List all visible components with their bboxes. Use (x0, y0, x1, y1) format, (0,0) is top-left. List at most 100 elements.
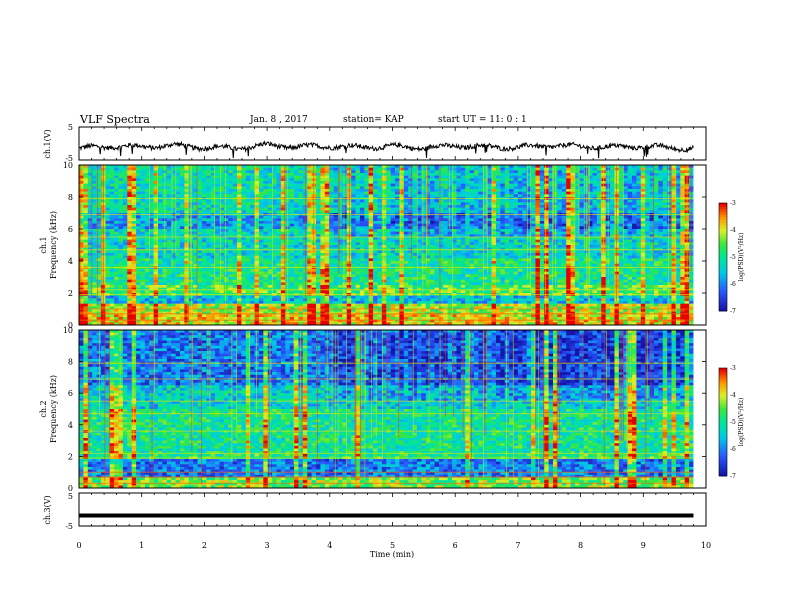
spectrogram-cell (140, 237, 145, 240)
spectrogram-cell (250, 168, 255, 171)
spectrogram-cell (259, 224, 264, 227)
spectrogram-cell (360, 205, 365, 208)
spectrogram-cell (623, 208, 628, 211)
spectrogram-cell (382, 245, 387, 248)
spectrogram-cell (557, 176, 562, 179)
spectrogram-cell (356, 186, 361, 189)
spectrogram-cell (259, 168, 264, 171)
spectrogram-cell (509, 170, 514, 173)
spectrogram-cell (522, 242, 527, 245)
spectrogram-cell (320, 194, 325, 197)
spectrogram-cell (132, 240, 137, 243)
spectrogram-cell (167, 250, 172, 253)
spectrogram-cell (119, 184, 124, 187)
spectrogram-cell (421, 192, 426, 195)
spectrogram-cell (206, 181, 211, 184)
spectrogram-cell (250, 242, 255, 245)
spectrogram-cell (588, 170, 593, 173)
spectrogram-cell (478, 184, 483, 187)
spectrogram-cell (610, 176, 615, 179)
spectrogram-cell (680, 208, 685, 211)
spectrogram-cell (465, 242, 470, 245)
spectrogram-cell (500, 184, 505, 187)
spectrogram-cell (189, 229, 194, 232)
spectrogram-cell (184, 210, 189, 213)
spectrogram-cell (145, 178, 150, 181)
spectrogram-cell (641, 186, 646, 189)
spectrogram-cell (110, 200, 115, 203)
spectrogram-cell (119, 232, 124, 235)
spectrogram-cell (505, 221, 510, 224)
spectrogram-cell (268, 178, 273, 181)
spectrogram-cell (461, 200, 466, 203)
spectrogram-cell (184, 205, 189, 208)
spectrogram-cell (334, 176, 339, 179)
spectrogram-cell (391, 189, 396, 192)
spectrogram-cell (535, 184, 540, 187)
spectrogram-cell (628, 170, 633, 173)
spectrogram-cell (522, 184, 527, 187)
spectrogram-cell (636, 240, 641, 243)
spectrogram-cell (395, 210, 400, 213)
spectrogram-cell (180, 245, 185, 248)
spectrogram-cell (619, 218, 624, 221)
spectrogram-cell (522, 181, 527, 184)
spectrogram-cell (329, 194, 334, 197)
spectrogram-cell (250, 176, 255, 179)
spectrogram-cell (540, 242, 545, 245)
spectrogram-cell (461, 202, 466, 205)
spectrogram-cell (593, 242, 598, 245)
spectrogram-cell (277, 202, 282, 205)
spectrogram-cell (215, 232, 220, 235)
spectrogram-cell (360, 245, 365, 248)
spectrogram-cell (250, 205, 255, 208)
spectrogram-cell (557, 181, 562, 184)
spectrogram-cell (360, 218, 365, 221)
spectrogram-cell (514, 205, 519, 208)
spectrogram-cell (487, 240, 492, 243)
spectrogram-cell (430, 240, 435, 243)
spectrogram-cell (641, 178, 646, 181)
spectrogram-cell (272, 181, 277, 184)
spectrogram-cell (215, 250, 220, 253)
spectrogram-cell (215, 208, 220, 211)
spectrogram-cell (377, 200, 382, 203)
spectrogram-cell (641, 242, 646, 245)
spectrogram-cell (408, 181, 413, 184)
spectrogram-cell (540, 226, 545, 229)
spectrogram-cell (83, 224, 88, 227)
spectrogram-cell (487, 181, 492, 184)
spectrogram-cell (465, 218, 470, 221)
spectrogram-cell (386, 200, 391, 203)
spectrogram-cell (233, 205, 238, 208)
spectrogram-cell (92, 176, 97, 179)
spectrogram-cell (123, 186, 128, 189)
spectrogram-cell (241, 202, 246, 205)
spectrogram-cell (184, 208, 189, 211)
spectrogram-cell (496, 200, 501, 203)
spectrogram-cell (544, 173, 549, 176)
spectrogram-cell (663, 224, 668, 227)
spectrogram-cell (522, 240, 527, 243)
spectrogram-cell (654, 184, 659, 187)
spectrogram-cell (184, 250, 189, 253)
spectrogram-cell (298, 205, 303, 208)
spectrogram-cell (123, 210, 128, 213)
spectrogram-cell (566, 232, 571, 235)
spectrogram-cell (588, 189, 593, 192)
spectrogram-cell (119, 237, 124, 240)
spectrogram-cell (628, 226, 633, 229)
spectrogram-cell (356, 192, 361, 195)
spectrogram-cell (149, 226, 154, 229)
spectrogram-cell (351, 250, 356, 253)
spectrogram-cell (531, 194, 536, 197)
spectrogram-cell (351, 192, 356, 195)
spectrogram-cell (500, 170, 505, 173)
spectrogram-cell (623, 186, 628, 189)
ch2-spec-ylabel: ch.2 (39, 400, 48, 417)
spectrogram-cell (334, 205, 339, 208)
spectrogram-cell (672, 245, 677, 248)
spectrogram-cell (351, 184, 356, 187)
spectrogram-cell (641, 208, 646, 211)
spectrogram-cell (241, 210, 246, 213)
